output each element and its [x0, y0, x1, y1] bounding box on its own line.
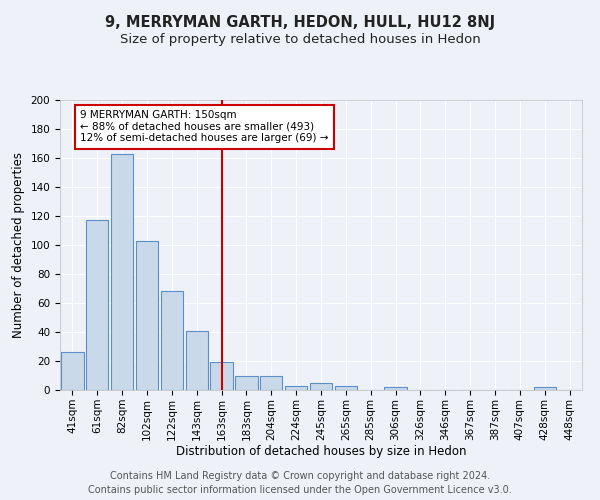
Bar — [285, 386, 307, 390]
Bar — [211, 362, 233, 390]
Bar — [335, 386, 357, 390]
Bar — [136, 240, 158, 390]
Bar — [161, 292, 183, 390]
Text: 9 MERRYMAN GARTH: 150sqm
← 88% of detached houses are smaller (493)
12% of semi-: 9 MERRYMAN GARTH: 150sqm ← 88% of detach… — [80, 110, 328, 144]
Bar — [86, 220, 109, 390]
Bar — [235, 376, 257, 390]
Bar — [185, 330, 208, 390]
Bar — [61, 352, 83, 390]
Text: Size of property relative to detached houses in Hedon: Size of property relative to detached ho… — [119, 32, 481, 46]
Text: Contains HM Land Registry data © Crown copyright and database right 2024.
Contai: Contains HM Land Registry data © Crown c… — [88, 471, 512, 495]
X-axis label: Distribution of detached houses by size in Hedon: Distribution of detached houses by size … — [176, 446, 466, 458]
Bar — [533, 387, 556, 390]
Bar — [260, 376, 283, 390]
Bar — [310, 383, 332, 390]
Text: 9, MERRYMAN GARTH, HEDON, HULL, HU12 8NJ: 9, MERRYMAN GARTH, HEDON, HULL, HU12 8NJ — [105, 15, 495, 30]
Bar — [111, 154, 133, 390]
Bar — [385, 387, 407, 390]
Y-axis label: Number of detached properties: Number of detached properties — [12, 152, 25, 338]
